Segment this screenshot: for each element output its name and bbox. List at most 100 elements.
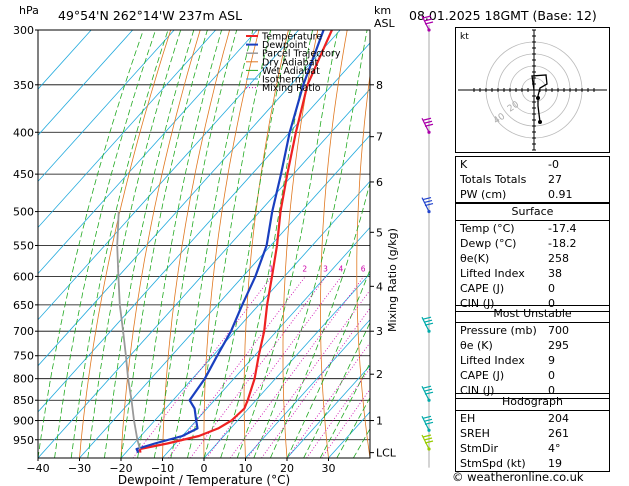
mixing-ratio-label: 6 [361, 264, 366, 273]
km-tick-label: 6 [376, 176, 383, 189]
isotherm-line [38, 88, 370, 458]
pressure-tick-label: 750 [13, 350, 34, 363]
wet-adiabat-line [120, 30, 208, 458]
km-tick-label: 2 [376, 368, 383, 381]
surface-panel: Surface Temp (°C) -17.4 Dewp (°C) -18.2 θe… [455, 203, 610, 312]
wet-adiabat-line [54, 30, 156, 458]
surface-row: Lifted Index 38 [460, 267, 562, 280]
most-unstable-title: Most Unstable [456, 306, 609, 323]
wind-barb-icon [423, 437, 433, 441]
wind-barb-icon [423, 319, 433, 323]
index-row-pw: PW (cm) 0.91 [460, 188, 573, 201]
hpa-unit-label: hPa [19, 4, 39, 17]
km-tick-label: 4 [376, 280, 383, 293]
temperature-tick-label: 0 [201, 462, 208, 475]
mixing-ratio-line [206, 276, 342, 458]
pressure-tick-label: 400 [13, 126, 34, 139]
mu-row: θe (K) 295 [460, 339, 569, 352]
mixing-ratio-label: 2 [302, 264, 307, 273]
dry-adiabat-line [320, 30, 348, 458]
temperature-tick-label: −30 [68, 462, 91, 475]
wind-barb-icon [424, 21, 434, 25]
index-row-totals: Totals Totals 27 [460, 173, 562, 186]
wind-barb-icon [422, 415, 432, 419]
isotherm-line [38, 30, 216, 229]
dry-adiabat-line [162, 30, 230, 458]
pressure-tick-label: 300 [13, 24, 34, 37]
legend-label: Mixing Ratio [262, 83, 321, 94]
mixing-ratio-label: 20 [433, 264, 443, 273]
surface-row: CAPE (J) 0 [460, 282, 555, 295]
hodograph-ring-label: 40 [492, 112, 507, 127]
sounding-datetime: 08.01.2025 18GMT (Base: 12) [409, 8, 597, 23]
hodograph-trace [531, 74, 548, 123]
copyright-footer: © weatheronline.co.uk [452, 470, 584, 484]
wet-adiabat-line [236, 30, 339, 458]
mixing-ratio-line [132, 276, 273, 458]
surface-row: Temp (°C) -17.4 [460, 222, 577, 235]
wind-barb-icon [424, 440, 434, 444]
dry-adiabat-line [243, 30, 289, 458]
storm-motion-marker [536, 96, 540, 100]
wet-adiabat-line [70, 30, 169, 458]
mu-row: Pressure (mb) 700 [460, 324, 569, 337]
temperature-tick-label: −10 [151, 462, 174, 475]
wet-adiabat-line [336, 396, 370, 458]
pressure-tick-label: 450 [13, 168, 34, 181]
legend-label: Temperature [261, 32, 322, 43]
legend-label: Wet Adiabat [262, 66, 320, 77]
mixing-ratio-label: 4 [338, 264, 343, 273]
wind-barb-icon [424, 123, 434, 127]
wet-adiabat-line [319, 362, 370, 458]
wind-barb-icon [423, 418, 433, 422]
mixing-ratio-line [261, 307, 370, 458]
mixing-ratio-line [229, 276, 365, 458]
hodograph-end-marker [538, 120, 542, 124]
km-tick-label: 3 [376, 325, 383, 338]
indices-panel: K -0 Totals Totals 27 PW (cm) 0.91 [455, 156, 610, 203]
pressure-tick-label: 850 [13, 394, 34, 407]
hodo-row: StmSpd (kt) 19 [460, 457, 562, 470]
x-axis-label: Dewpoint / Temperature (°C) [118, 473, 290, 486]
hodograph-kt-label: kt [460, 32, 469, 42]
isotherm-line [38, 30, 299, 321]
wind-barb-icon [423, 120, 433, 124]
mixing-ratio-label: 8 [377, 264, 382, 273]
dry-adiabat-line [79, 30, 172, 458]
isotherm-line [38, 30, 341, 367]
wet-adiabat-line [187, 30, 272, 458]
wet-adiabat-line [170, 30, 254, 458]
hodograph-table-panel: Hodograph EH 204 SREH 261 StmDir 4° StmSpd … [455, 393, 610, 472]
hodo-row: SREH 261 [460, 427, 569, 440]
isotherm-line [286, 365, 370, 458]
temperature-tick-label: 30 [322, 462, 336, 475]
wind-barb-icon [423, 200, 433, 204]
pressure-tick-label: 800 [13, 373, 34, 386]
temperature-tick-label: 10 [239, 462, 253, 475]
pressure-tick-label: 900 [13, 415, 34, 428]
mixing-ratio-line [190, 276, 327, 458]
isotherm-line [38, 30, 258, 275]
temperature-tick-label: 20 [280, 462, 294, 475]
wet-adiabat-line [203, 30, 291, 458]
km-tick-label: 8 [376, 79, 383, 92]
wind-barb-icon [422, 197, 432, 201]
wet-adiabat-line [104, 30, 195, 458]
isotherm-line [79, 134, 370, 458]
surface-row: CIN (J) 0 [460, 297, 555, 310]
surface-row: θe(K) 258 [460, 252, 569, 265]
wet-adiabat-line [270, 180, 370, 458]
profile-temperature [138, 30, 333, 453]
pressure-tick-label: 650 [13, 299, 34, 312]
dry-adiabat-line [426, 30, 453, 458]
wind-barb-icon [422, 385, 432, 389]
isotherm-line [162, 226, 370, 458]
pressure-tick-label: 500 [13, 206, 34, 219]
wind-barb-icon [422, 117, 432, 121]
wet-adiabat-line [153, 30, 238, 458]
legend-label: Dry Adiabat [262, 57, 319, 68]
pressure-tick-label: 600 [13, 270, 34, 283]
temperature-tick-label: −40 [26, 462, 49, 475]
station-location: 49°54'N 262°14'W 237m ASL [58, 8, 243, 23]
